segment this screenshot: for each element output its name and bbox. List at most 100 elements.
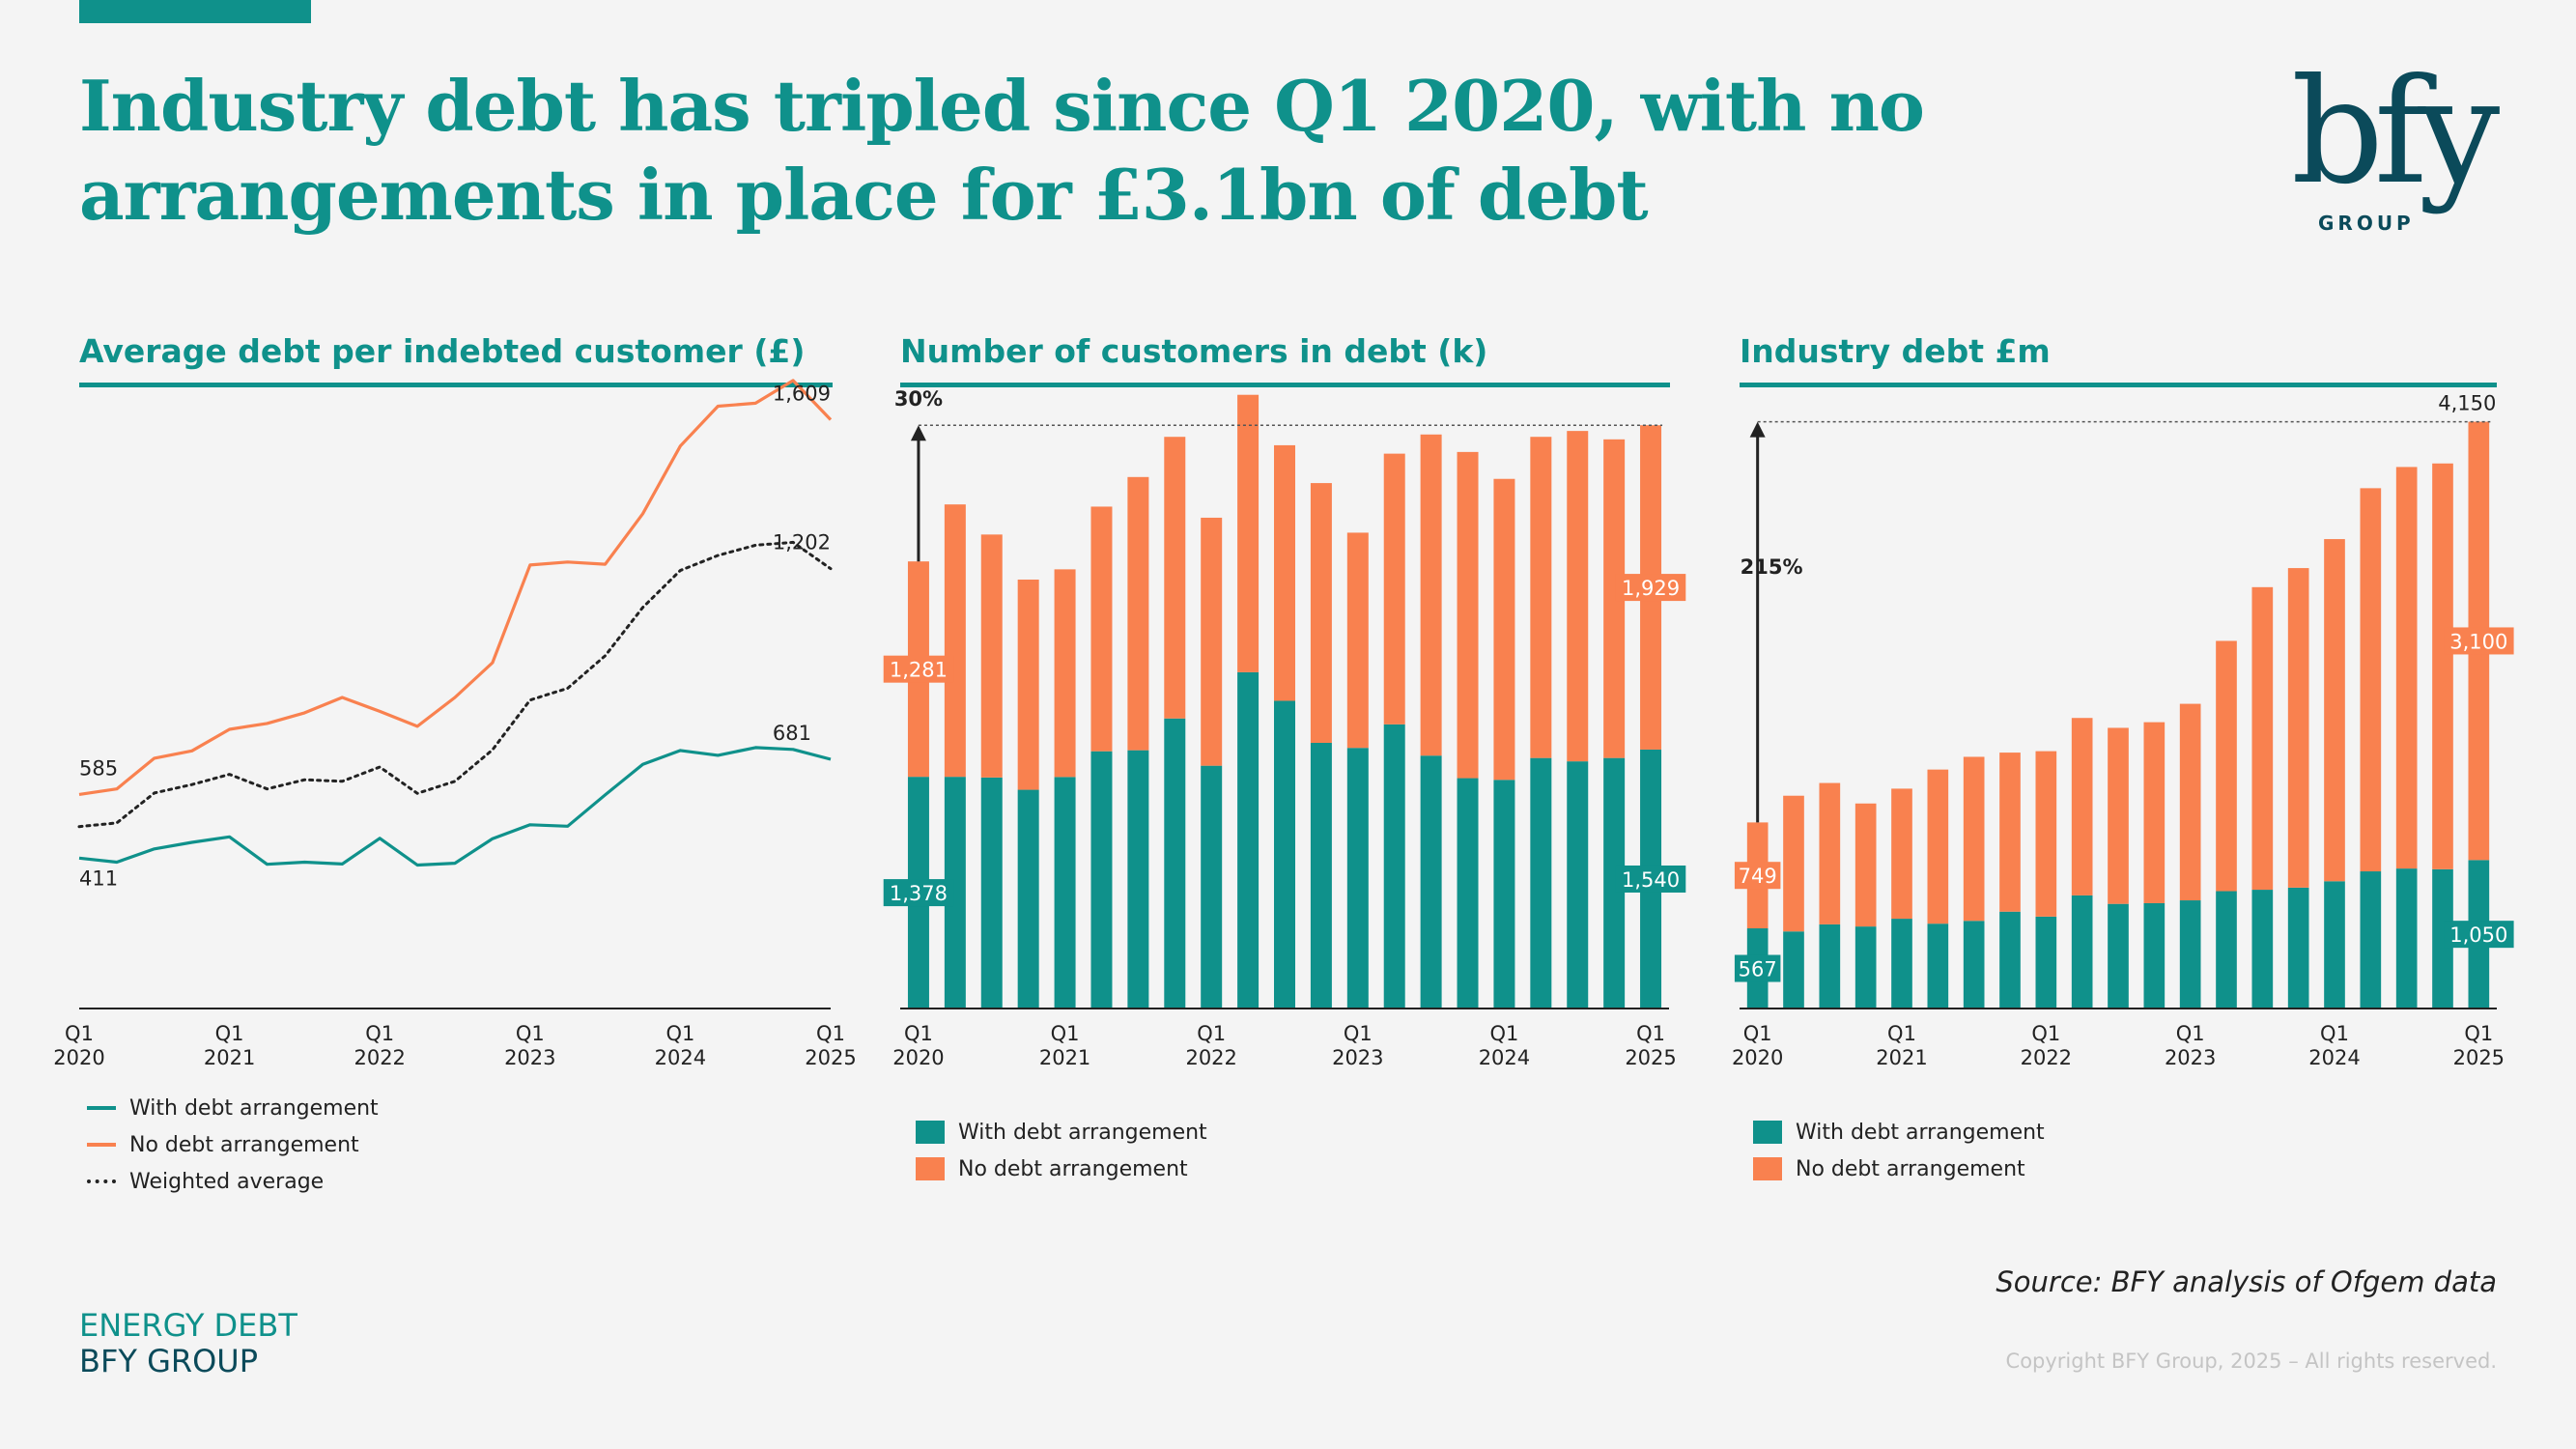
data-label: 749 <box>1739 865 1777 888</box>
bar-with-arrangement <box>1999 911 2021 1009</box>
chart3-legend: With debt arrangement No debt arrangemen… <box>1753 1114 2045 1187</box>
chart3-title: Industry debt £m <box>1740 332 2497 387</box>
x-tick-label: Q1 <box>215 1022 244 1045</box>
bar-with-arrangement <box>1054 777 1076 1009</box>
page-title-line2: arrangements in place for £3.1bn of debt <box>79 154 1649 236</box>
bar-with-arrangement <box>1603 757 1626 1009</box>
bar-with-arrangement <box>2395 868 2418 1009</box>
bar-no-arrangement <box>1383 453 1405 724</box>
x-tick-label: 2021 <box>204 1046 255 1069</box>
bar-no-arrangement <box>1819 782 1841 924</box>
bar-no-arrangement <box>2216 640 2237 892</box>
data-label: 1,202 <box>773 531 831 554</box>
chart2-title: Number of customers in debt (k) <box>900 332 1670 387</box>
x-tick-label: 2024 <box>2308 1046 2360 1069</box>
data-label: 3,100 <box>2449 630 2507 653</box>
bar-no-arrangement <box>1999 753 2021 912</box>
bar-with-arrangement <box>1963 921 1985 1009</box>
bar-with-arrangement <box>1090 751 1113 1009</box>
legend-dotted-line-key <box>87 1179 116 1183</box>
x-tick-label: 2020 <box>892 1046 944 1069</box>
logo-wordmark: bfy <box>2291 68 2501 216</box>
bar-with-arrangement <box>2071 895 2093 1009</box>
x-tick-label: 2023 <box>1332 1046 1383 1069</box>
bar-no-arrangement <box>1017 579 1039 790</box>
data-label: 1,540 <box>1622 868 1680 892</box>
legend-item-no-arrangement: No debt arrangement <box>916 1151 1207 1187</box>
x-tick-label: 2020 <box>53 1046 104 1069</box>
x-tick-label: Q1 <box>2320 1022 2349 1045</box>
data-label-bg <box>883 655 954 683</box>
bar-no-arrangement <box>2287 568 2309 888</box>
data-label: 681 <box>773 722 811 745</box>
bar-no-arrangement <box>2324 539 2345 882</box>
series-line-0 <box>78 746 832 867</box>
x-tick-label: Q1 <box>365 1022 394 1045</box>
data-label: 411 <box>79 867 118 890</box>
legend-label: With debt arrangement <box>958 1120 1207 1145</box>
bar-no-arrangement <box>2035 751 2057 917</box>
legend-label: No debt arrangement <box>129 1132 359 1157</box>
legend-label: No debt arrangement <box>1796 1156 2025 1181</box>
bar-with-arrangement <box>1420 755 1442 1009</box>
legend-label: With debt arrangement <box>129 1095 379 1121</box>
x-tick-label: Q1 <box>1636 1022 1665 1045</box>
growth-label: 30% <box>894 387 943 411</box>
x-tick-label: Q1 <box>1051 1022 1080 1045</box>
bar-with-arrangement <box>1567 761 1589 1009</box>
bar-with-arrangement <box>2360 871 2382 1009</box>
x-tick-label: Q1 <box>1197 1022 1226 1045</box>
x-tick-label: Q1 <box>1344 1022 1373 1045</box>
x-tick-label: Q1 <box>1887 1022 1916 1045</box>
bar-no-arrangement <box>1457 451 1479 779</box>
bar-no-arrangement <box>980 534 1003 778</box>
bar-with-arrangement <box>1493 780 1515 1009</box>
legend-item-with-arrangement: With debt arrangement <box>87 1090 379 1126</box>
bar-no-arrangement <box>1310 483 1332 743</box>
bar-no-arrangement <box>944 504 966 778</box>
legend-item-weighted-average: Weighted average <box>87 1163 379 1200</box>
bar-no-arrangement <box>2179 703 2201 901</box>
bar-no-arrangement <box>1237 394 1260 672</box>
x-tick-label: Q1 <box>665 1022 694 1045</box>
x-tick-label: Q1 <box>2464 1022 2493 1045</box>
data-label: 1,050 <box>2449 923 2507 947</box>
x-tick-label: 2022 <box>2021 1046 2072 1069</box>
data-label-bg <box>1734 954 1781 982</box>
legend-item-with-arrangement: With debt arrangement <box>1753 1114 2045 1151</box>
legend-teal-line-key <box>87 1106 116 1110</box>
legend-item-with-arrangement: With debt arrangement <box>916 1114 1207 1151</box>
source-note: Source: BFY analysis of Ofgem data <box>1996 1265 2497 1298</box>
bar-with-arrangement <box>1017 789 1039 1009</box>
bar-with-arrangement <box>980 777 1003 1009</box>
bar-no-arrangement <box>1530 437 1552 758</box>
bar-with-arrangement <box>1201 765 1223 1009</box>
bar-with-arrangement <box>2324 881 2345 1009</box>
x-tick-label: Q1 <box>1489 1022 1518 1045</box>
data-label-bg <box>2444 921 2514 949</box>
bar-with-arrangement <box>1783 931 1804 1009</box>
legend-label: With debt arrangement <box>1796 1120 2045 1145</box>
legend-label: Weighted average <box>129 1169 325 1194</box>
bar-no-arrangement <box>1127 476 1149 751</box>
x-tick-label: Q1 <box>516 1022 545 1045</box>
x-tick-label: 2025 <box>1625 1046 1676 1069</box>
x-tick-label: Q1 <box>65 1022 94 1045</box>
bar-no-arrangement <box>1603 439 1626 758</box>
charts-canvas: Q12020Q12021Q12022Q12023Q12024Q120255854… <box>53 379 2514 1069</box>
bar-no-arrangement <box>2432 463 2453 869</box>
chart1-title: Average debt per indebted customer (£) <box>79 332 833 387</box>
x-tick-label: 2024 <box>655 1046 706 1069</box>
x-tick-label: Q1 <box>816 1022 845 1045</box>
series-line-2 <box>77 540 833 829</box>
data-label-bg <box>1615 574 1686 602</box>
x-tick-label: 2025 <box>805 1046 856 1069</box>
bar-with-arrangement <box>2216 891 2237 1009</box>
bar-with-arrangement <box>1346 748 1369 1009</box>
x-tick-label: Q1 <box>904 1022 933 1045</box>
bar-no-arrangement <box>1854 803 1877 927</box>
bar-with-arrangement <box>1891 919 1912 1009</box>
chart2-legend: With debt arrangement No debt arrangemen… <box>916 1114 1207 1187</box>
legend-teal-swatch <box>916 1121 945 1144</box>
bar-with-arrangement <box>1383 724 1405 1009</box>
